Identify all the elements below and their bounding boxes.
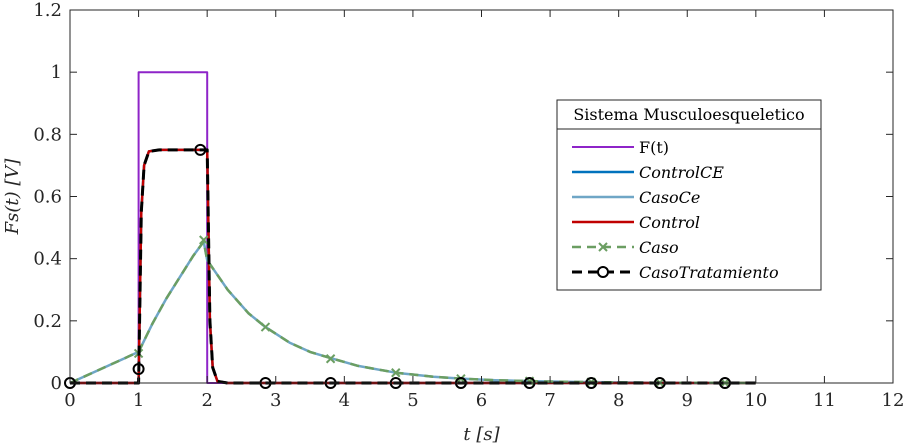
x-tick-label: 0 (64, 390, 75, 411)
legend-marker (597, 266, 609, 278)
series-point-caso (391, 368, 401, 378)
x-tick-label: 2 (201, 390, 212, 411)
x-tick-label: 12 (882, 390, 905, 411)
x-tick-label: 4 (339, 390, 350, 411)
series-line-4 (69, 240, 756, 385)
marker-stroke (199, 235, 209, 245)
legend-box (556, 99, 822, 291)
y-tick-label: 0.4 (33, 249, 62, 270)
x-tick-label: 3 (270, 390, 281, 411)
series-point-caso (325, 354, 336, 364)
legend-entry-label: Caso (639, 238, 679, 257)
series-point-caso (199, 235, 209, 245)
y-axis-label: Fs(t) [V] (2, 158, 23, 236)
legend-entry-label: CasoTratamiento (639, 263, 779, 282)
series-point-tratamiento (194, 143, 207, 156)
legend-entry-label: F(t) (639, 138, 669, 157)
series-point-caso (260, 322, 271, 332)
y-tick-label: 0 (51, 373, 62, 394)
y-tick-label: 0.6 (33, 187, 62, 208)
series-line-5 (70, 148, 756, 385)
legend-entry-label: CasoCe (639, 188, 700, 207)
x-tick-label: 1 (133, 390, 144, 411)
x-axis-label: t [s] (463, 424, 500, 445)
plot-area (64, 71, 756, 389)
legend: Sistema Musculoesqueletico F(t) ControlCE… (556, 99, 822, 291)
marker-stroke (325, 354, 336, 364)
y-tick-label: 1 (51, 62, 62, 83)
marker-stroke (391, 368, 401, 378)
legend-marker (598, 242, 608, 252)
x-tick-label: 7 (544, 390, 555, 411)
legend-entry-label: ControlCE (639, 163, 724, 182)
y-tick-label: 0.8 (33, 124, 62, 145)
legend-title: Sistema Musculoesqueletico (573, 105, 804, 124)
x-tick-label: 5 (407, 390, 418, 411)
series-point-tratamiento (132, 363, 145, 376)
marker-stroke (260, 322, 271, 332)
x-tick-label: 9 (682, 390, 693, 411)
y-tick-label: 0.2 (33, 311, 62, 332)
x-tick-label: 6 (476, 390, 487, 411)
x-tick-label: 11 (813, 390, 836, 411)
y-tick-label: 1.2 (33, 0, 62, 21)
x-tick-label: 8 (613, 390, 624, 411)
legend-entry-label: Control (639, 213, 700, 232)
x-tick-label: 10 (744, 390, 767, 411)
